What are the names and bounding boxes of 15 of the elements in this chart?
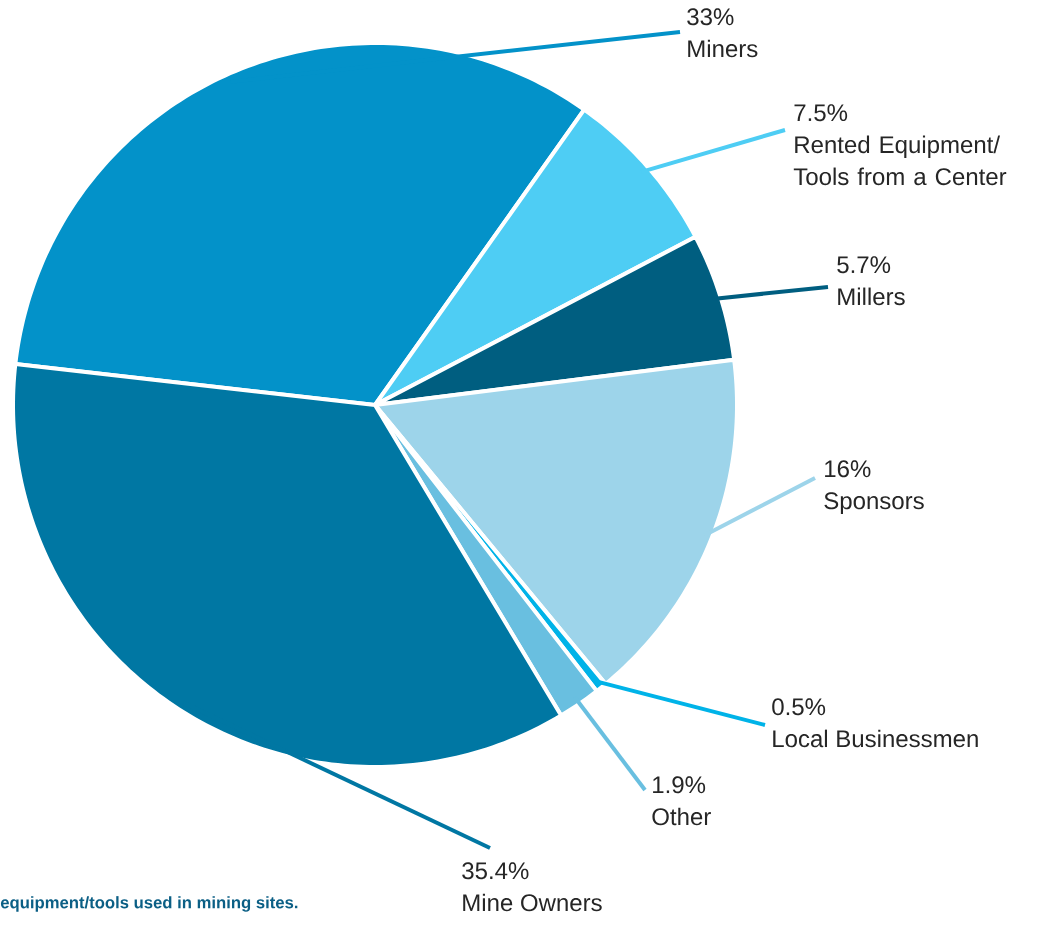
data-label: 5.7% (837, 256, 891, 274)
slice-label: Mine Owners (463, 893, 602, 912)
data-label: 33% (687, 8, 734, 26)
data-label: 1.9% (653, 776, 706, 794)
slice-label: Other (652, 807, 711, 826)
slice-label: Miners (688, 39, 758, 58)
slice-label: Sponsors (824, 492, 924, 515)
data-label: 7.5% (794, 104, 848, 122)
slice-label: Rented Equipment/ Tools from a Center (793, 135, 1007, 186)
text: equipment/tools used in mining sites. (0, 896, 298, 912)
data-label: 16% (825, 460, 871, 478)
slice-label: Millers (838, 287, 905, 306)
data-label: 35.4% (462, 862, 529, 880)
slice-label: Local Businessmen (773, 729, 978, 748)
data-label: 0.5% (772, 698, 826, 716)
